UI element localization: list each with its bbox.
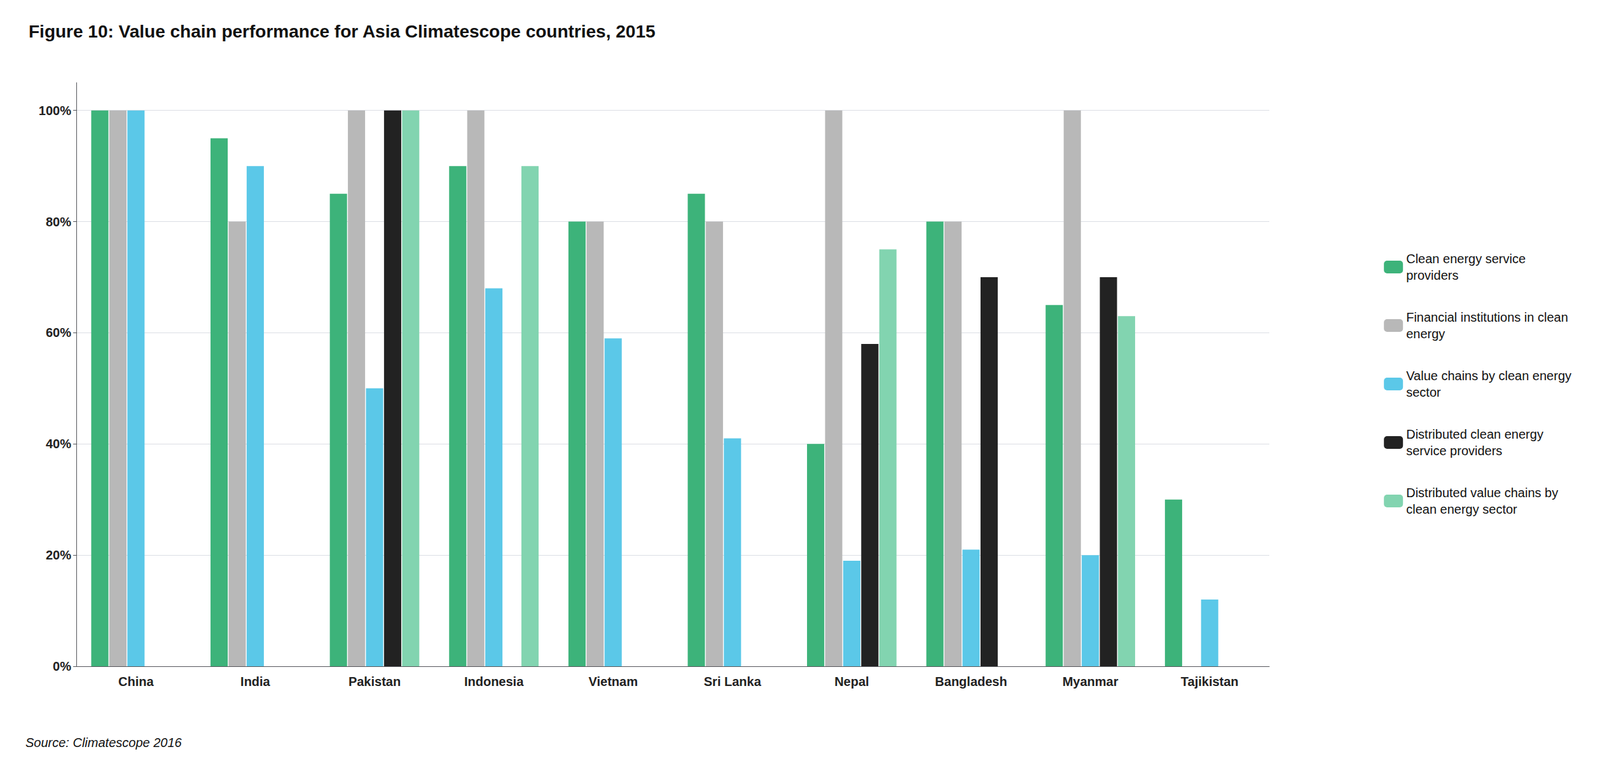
svg-text:Sri Lanka: Sri Lanka [703,674,762,689]
svg-text:Source: Climatescope 2016: Source: Climatescope 2016 [25,735,183,750]
svg-text:Indonesia: Indonesia [464,674,525,689]
svg-text:Nepal: Nepal [834,674,869,689]
svg-text:China: China [118,674,154,689]
svg-text:Value chains by clean energy: Value chains by clean energy [1406,368,1572,383]
svg-text:Financial institutions in clea: Financial institutions in clean [1406,310,1569,325]
svg-text:service providers: service providers [1406,443,1503,458]
svg-text:Pakistan: Pakistan [348,674,401,689]
svg-text:20%: 20% [45,548,72,563]
svg-text:Tajikistan: Tajikistan [1180,674,1239,689]
svg-text:Myanmar: Myanmar [1062,674,1119,689]
svg-text:40%: 40% [45,436,72,451]
svg-text:providers: providers [1406,268,1459,283]
svg-text:India: India [240,674,271,689]
svg-text:80%: 80% [45,214,72,229]
svg-text:Bangladesh: Bangladesh [934,674,1007,689]
svg-text:Figure 10: Value chain perform: Figure 10: Value chain performance for A… [28,21,656,42]
svg-text:energy: energy [1406,326,1445,341]
svg-text:sector: sector [1406,385,1442,400]
svg-text:0%: 0% [52,659,72,674]
svg-text:Clean energy service: Clean energy service [1406,251,1526,266]
svg-text:Vietnam: Vietnam [588,674,638,689]
svg-text:clean energy sector: clean energy sector [1406,502,1518,517]
svg-text:100%: 100% [38,103,72,118]
svg-text:Distributed clean energy: Distributed clean energy [1406,427,1544,442]
svg-text:60%: 60% [45,325,72,340]
svg-text:Distributed value chains by: Distributed value chains by [1406,485,1559,500]
